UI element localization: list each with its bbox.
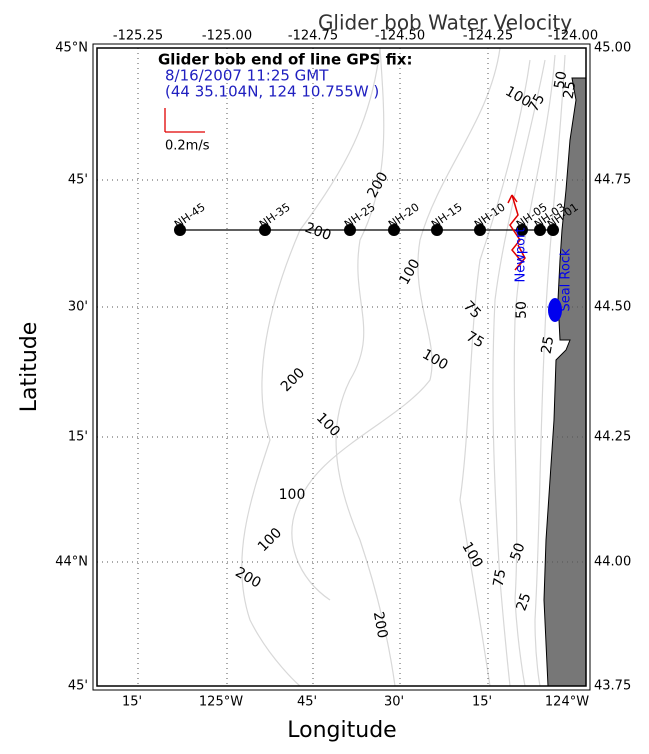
left-tick-label: 45' <box>68 173 88 188</box>
bottom-tick-label: 15' <box>122 695 142 710</box>
frame <box>96 47 587 687</box>
contours <box>241 47 566 687</box>
station <box>547 224 559 236</box>
seal-rock-points <box>548 298 562 322</box>
contour-label: 25 <box>561 80 580 100</box>
contour-label: 75 <box>526 91 549 114</box>
station <box>259 224 271 236</box>
bottom-tick-label: 45' <box>297 695 317 710</box>
top-tick-label: -125.25 <box>113 29 163 44</box>
fix-label: Glider bob end of line GPS fix: <box>158 51 412 69</box>
right-tick-label: 43.75 <box>594 679 631 694</box>
left-tick-label: 15' <box>68 430 88 445</box>
contour-label: 25 <box>513 591 534 613</box>
station <box>431 224 443 236</box>
contour-label: 200 <box>370 610 390 639</box>
vector-track <box>509 194 526 271</box>
contour-label: 75 <box>491 568 510 588</box>
contour-label: 50 <box>552 70 571 90</box>
left-tick-label: 45' <box>68 679 88 694</box>
contour-75 <box>492 59 546 687</box>
top-tick-label: -124.75 <box>288 29 338 44</box>
title: Glider bob Water Velocity <box>318 11 572 35</box>
bottom-tick-label: 30' <box>384 695 404 710</box>
right-tick-label: 44.75 <box>594 173 631 188</box>
contour-label: 100 <box>279 487 306 503</box>
contour-label: 50 <box>507 541 528 563</box>
contour-200b <box>335 47 396 687</box>
top-tick-label: -124.25 <box>463 29 513 44</box>
contour-label: 50 <box>514 301 530 319</box>
contour-label: 75 <box>463 329 486 352</box>
left-tick-label: 45°N <box>55 41 88 56</box>
contour-100b <box>459 59 531 687</box>
scale-label: 0.2m/s <box>165 139 210 154</box>
contour-25 <box>534 54 566 687</box>
top-tick-label: -125.00 <box>202 29 252 44</box>
left-tick-label: 44°N <box>55 555 88 570</box>
vector-head <box>507 194 518 204</box>
right-tick-label: 44.50 <box>594 300 631 315</box>
fix-position: (44 35.104N, 124 10.755W ) <box>165 83 379 101</box>
top-tick-label: -124.50 <box>375 29 425 44</box>
right-tick-label: 45.00 <box>594 41 631 56</box>
contour-50 <box>513 54 556 687</box>
right-tick-label: 44.25 <box>594 430 631 445</box>
station <box>174 224 186 236</box>
place-label: Seal Rock <box>559 248 574 312</box>
y-label: Latitude <box>17 322 42 413</box>
frame-outer <box>92 43 591 691</box>
contour-200 <box>241 47 381 687</box>
left-tick-label: 30' <box>68 300 88 315</box>
fix-time: 8/16/2007 11:25 GMT <box>165 67 329 85</box>
bottom-tick-label: 124°W <box>545 695 589 710</box>
place-label: Newport <box>514 227 529 282</box>
station <box>388 224 400 236</box>
glider-points <box>548 298 562 322</box>
x-label: Longitude <box>287 718 396 743</box>
velocity-vectors <box>507 194 526 271</box>
bottom-tick-label: 125°W <box>199 695 243 710</box>
right-tick-label: 44.00 <box>594 555 631 570</box>
station <box>344 224 356 236</box>
scale-arrow <box>164 108 205 133</box>
contour-label: 25 <box>539 335 558 355</box>
bottom-tick-label: 15' <box>472 695 492 710</box>
station <box>516 224 528 236</box>
station <box>534 224 546 236</box>
top-tick-label: -124.00 <box>548 29 598 44</box>
contour-100 <box>291 47 501 601</box>
station <box>474 224 486 236</box>
